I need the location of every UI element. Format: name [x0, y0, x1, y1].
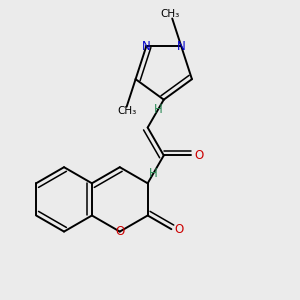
Text: CH₃: CH₃	[161, 9, 180, 19]
Text: O: O	[175, 223, 184, 236]
Text: CH₃: CH₃	[117, 106, 136, 116]
Text: N: N	[177, 40, 186, 52]
Text: H: H	[154, 103, 163, 116]
Text: O: O	[115, 225, 124, 238]
Text: H: H	[149, 167, 158, 180]
Text: N: N	[142, 40, 151, 52]
Text: O: O	[195, 149, 204, 162]
